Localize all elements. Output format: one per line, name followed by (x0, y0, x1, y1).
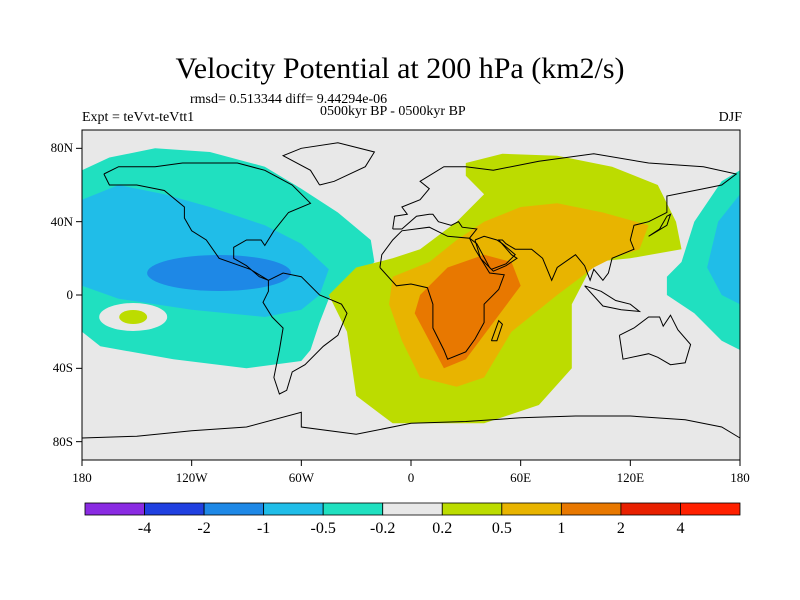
chart-title: Velocity Potential at 200 hPa (km2/s) (175, 52, 625, 85)
colorbar-level-label: -4 (137, 520, 152, 537)
colorbar-box (382, 502, 443, 516)
x-tick-label: 120E (616, 470, 645, 485)
x-tick-label: 180 (730, 470, 750, 485)
contour-fills (82, 148, 740, 424)
axis-ticks (76, 147, 741, 466)
colorbar-box (560, 502, 622, 516)
region-west-pacific-light-blue (707, 194, 740, 305)
x-tick-label: 120W (175, 470, 208, 485)
colorbar-level-label: -2 (197, 520, 211, 537)
coastlines (81, 142, 741, 439)
coastline-eurasia (392, 153, 738, 282)
colorbar-level-label: -0.5 (310, 520, 336, 537)
colorbar-box (263, 502, 324, 516)
coastline-madagascar (490, 319, 503, 342)
colorbar-box (501, 502, 562, 516)
season-label: DJF (718, 110, 742, 125)
colorbar-level-label: -1 (256, 520, 271, 537)
colorbar-box (322, 502, 384, 516)
region-central-pacific-positive (119, 310, 148, 324)
colorbar-box (84, 502, 145, 516)
colorbar-level-label: -0.2 (370, 520, 396, 537)
colorbar-level-label: 0.2 (432, 520, 453, 537)
coastline-antarctica (81, 411, 741, 439)
x-tick-label: 60E (510, 470, 532, 485)
region-west-pacific-negative (666, 170, 740, 350)
experiment-label: Expt = teVvt-teVtt1 (82, 110, 195, 125)
coastline-north-america (103, 162, 312, 281)
x-tick-label: 60W (288, 470, 314, 485)
y-tick-label: 0 (66, 287, 74, 302)
colorbar-level-label: 0.5 (491, 520, 512, 537)
coastline-japan (648, 213, 672, 237)
colorbar (84, 502, 741, 516)
colorbar-box (680, 502, 741, 516)
x-tick-label: 0 (407, 470, 415, 485)
rmsd-label: rmsd= 0.513344 diff= 9.44294e-06 (190, 92, 388, 107)
coastline-africa (379, 226, 505, 360)
coastline-arabia-inner (474, 235, 516, 270)
y-tick-label: 40S (52, 360, 73, 376)
region-east-africa-peak (414, 254, 521, 369)
colorbar-box (620, 502, 681, 516)
period-label: 0500kyr BP - 0500kyr BP (320, 104, 466, 119)
coastline-australia (618, 314, 692, 366)
colorbar-level-label: 1 (557, 520, 566, 537)
coastline-south-america (262, 272, 348, 395)
region-central-america-minimum (147, 255, 292, 291)
coastline-indonesia (584, 285, 642, 313)
colorbar-box (441, 502, 503, 516)
coastline-greenland (281, 142, 376, 186)
x-tick-label: 180 (72, 470, 92, 485)
y-tick-label: 80S (52, 433, 73, 449)
colorbar-level-label: 4 (676, 520, 685, 537)
colorbar-box (203, 502, 265, 516)
y-tick-label: 40N (50, 213, 73, 229)
y-tick-label: 80N (50, 140, 73, 156)
colorbar-level-label: 2 (616, 520, 625, 537)
colorbar-box (144, 502, 205, 516)
